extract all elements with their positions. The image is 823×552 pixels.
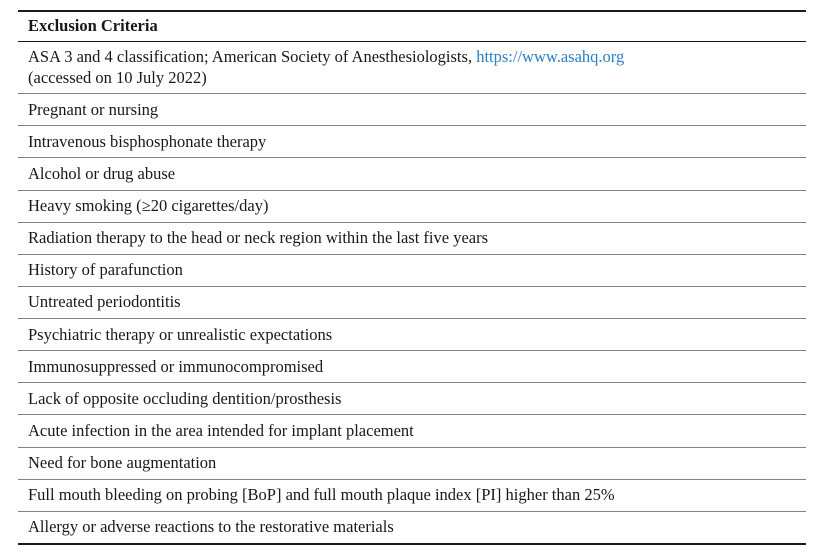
table-header-row: Exclusion Criteria: [18, 11, 806, 42]
exclusion-criteria-table: Exclusion Criteria ASA 3 and 4 classific…: [18, 10, 806, 545]
table-row: Radiation therapy to the head or neck re…: [18, 222, 806, 255]
criterion-cell: Lack of opposite occluding dentition/pro…: [18, 382, 806, 416]
table-row: Pregnant or nursing: [18, 93, 806, 127]
table-row: Immunosuppressed or immunocompromised: [18, 350, 806, 384]
table-row: Lack of opposite occluding dentition/pro…: [18, 382, 806, 416]
asahq-link[interactable]: https://www.asahq.org: [476, 47, 625, 67]
criterion-cell: Intravenous bisphosphonate therapy: [18, 125, 806, 159]
criterion-cell: Untreated periodontitis: [18, 286, 806, 320]
table-row: Heavy smoking (≥20 cigarettes/day): [18, 190, 806, 223]
exclusion-criteria-table-wrap: Exclusion Criteria ASA 3 and 4 classific…: [18, 10, 806, 545]
criterion-cell: Heavy smoking (≥20 cigarettes/day): [18, 190, 806, 223]
criterion-cell: Allergy or adverse reactions to the rest…: [28, 517, 394, 537]
table-row: Psychiatric therapy or unrealistic expec…: [18, 318, 806, 352]
table-row: History of parafunction: [18, 254, 806, 287]
criterion-cell: Full mouth bleeding on probing [BoP] and…: [18, 479, 806, 512]
table-row: Acute infection in the area intended for…: [18, 414, 806, 448]
criterion-text: ASA 3 and 4 classification; American Soc…: [28, 47, 477, 67]
criterion-cell: Radiation therapy to the head or neck re…: [18, 222, 806, 255]
criterion-cell: ASA 3 and 4 classification; American Soc…: [18, 41, 806, 95]
criterion-text-line2: (accessed on 10 July 2022): [28, 67, 207, 87]
table-row: Intravenous bisphosphonate therapy: [18, 125, 806, 159]
criterion-cell: Need for bone augmentation: [18, 447, 806, 480]
table-row: Need for bone augmentation: [18, 447, 806, 480]
criterion-cell: Immunosuppressed or immunocompromised: [18, 350, 806, 384]
criterion-cell: Acute infection in the area intended for…: [18, 414, 806, 448]
table-header: Exclusion Criteria: [18, 11, 806, 42]
table-row: Untreated periodontitis: [18, 286, 806, 320]
criterion-cell: History of parafunction: [18, 254, 806, 287]
criterion-cell: Psychiatric therapy or unrealistic expec…: [18, 318, 806, 352]
table-row: Alcohol or drug abuse: [18, 157, 806, 191]
criterion-cell: Pregnant or nursing: [18, 93, 806, 127]
criterion-cell: Alcohol or drug abuse: [18, 157, 806, 191]
table-row: Full mouth bleeding on probing [BoP] and…: [18, 479, 806, 512]
table-row: Allergy or adverse reactions to the rest…: [18, 511, 806, 544]
table-row: ASA 3 and 4 classification; American Soc…: [18, 41, 806, 95]
